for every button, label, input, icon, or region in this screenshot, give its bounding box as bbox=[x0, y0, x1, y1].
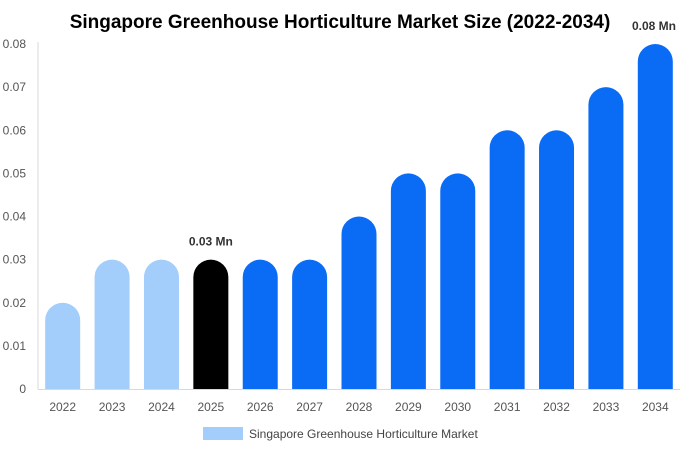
y-tick-label: 0.05 bbox=[3, 166, 27, 180]
bar-2031[interactable] bbox=[489, 130, 525, 389]
y-tick-label: 0.01 bbox=[3, 339, 27, 353]
bar-2028[interactable] bbox=[341, 216, 377, 390]
x-tick-label: 2026 bbox=[247, 400, 274, 414]
data-label-2034: 0.08 Mn bbox=[632, 19, 676, 33]
bar-2034[interactable] bbox=[637, 44, 673, 389]
bar-2025[interactable] bbox=[193, 259, 229, 389]
bar-2027[interactable] bbox=[292, 259, 328, 389]
legend-swatch bbox=[203, 427, 243, 440]
legend[interactable]: Singapore Greenhouse Horticulture Market bbox=[203, 427, 478, 441]
y-tick-label: 0.03 bbox=[3, 253, 27, 267]
data-labels: 0.03 Mn 0.08 Mn bbox=[189, 19, 676, 249]
y-tick-label: 0.07 bbox=[3, 80, 27, 94]
y-tick-label: 0.08 bbox=[3, 37, 27, 51]
chart-title: Singapore Greenhouse Horticulture Market… bbox=[70, 12, 611, 33]
x-tick-label: 2028 bbox=[346, 400, 373, 414]
bar-2029[interactable] bbox=[390, 173, 426, 389]
x-tick-label: 2030 bbox=[444, 400, 471, 414]
bar-2026[interactable] bbox=[242, 259, 278, 389]
x-tick-label: 2025 bbox=[197, 400, 224, 414]
x-tick-label: 2032 bbox=[543, 400, 570, 414]
x-tick-label: 2034 bbox=[642, 400, 669, 414]
x-axis: 2022 2023 2024 2025 2026 2027 2028 2029 2030 2031… bbox=[38, 389, 680, 414]
y-axis: 0 0.01 0.02 0.03 0.04 0.05 0.06 0.07 0.08 bbox=[3, 37, 39, 396]
bar-2023[interactable] bbox=[94, 259, 130, 389]
bar-2030[interactable] bbox=[440, 173, 476, 389]
bar-2033[interactable] bbox=[588, 87, 624, 389]
bar-2032[interactable] bbox=[539, 130, 575, 389]
x-tick-label: 2027 bbox=[296, 400, 323, 414]
y-tick-label: 0.02 bbox=[3, 296, 27, 310]
y-tick-label: 0.06 bbox=[3, 123, 27, 137]
bar-2022[interactable] bbox=[45, 302, 81, 389]
x-tick-label: 2031 bbox=[494, 400, 521, 414]
x-tick-label: 2024 bbox=[148, 400, 175, 414]
data-label-2025: 0.03 Mn bbox=[189, 235, 233, 249]
x-tick-label: 2022 bbox=[49, 400, 76, 414]
bars bbox=[45, 44, 673, 389]
y-tick-label: 0.04 bbox=[3, 210, 27, 224]
legend-label: Singapore Greenhouse Horticulture Market bbox=[249, 427, 478, 441]
bar-2024[interactable] bbox=[143, 259, 179, 389]
x-tick-label: 2033 bbox=[593, 400, 620, 414]
x-tick-label: 2029 bbox=[395, 400, 422, 414]
x-tick-label: 2023 bbox=[99, 400, 126, 414]
y-tick-label: 0 bbox=[19, 382, 26, 396]
